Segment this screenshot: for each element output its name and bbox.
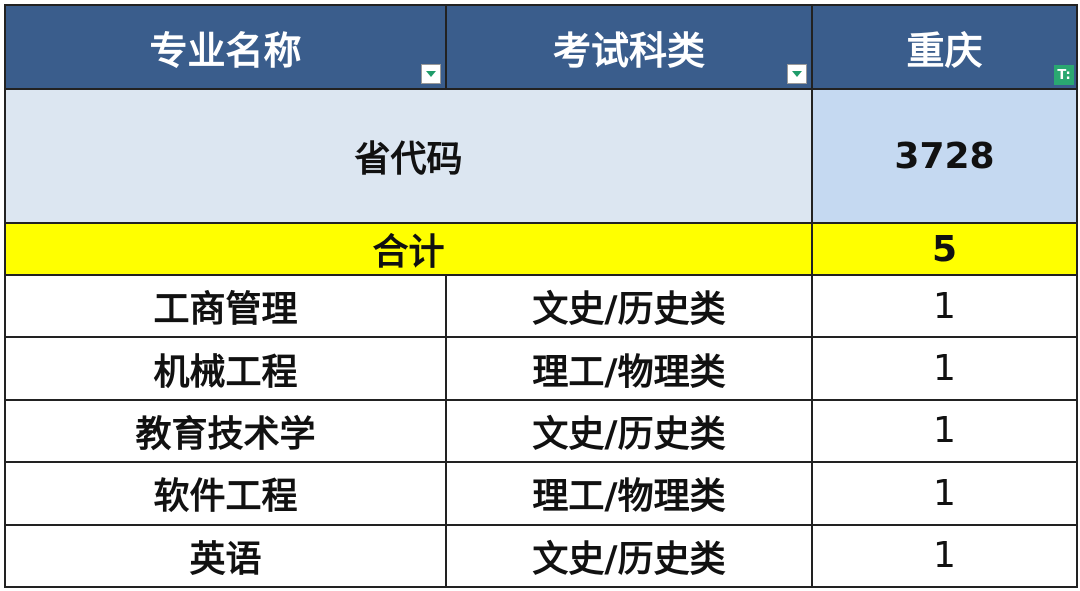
code-label: 省代码 <box>6 90 813 224</box>
header-category: 考试科类 <box>447 6 813 90</box>
table-cell-category: 文史/历史类 <box>447 400 813 464</box>
code-value: 3728 <box>813 90 1078 224</box>
table-cell-count: 1 <box>813 338 1078 401</box>
table-cell-count: 1 <box>813 400 1078 464</box>
table-cell-count: 1 <box>813 463 1078 526</box>
dropdown-arrow-icon[interactable] <box>421 64 441 84</box>
header-major-label: 专业名称 <box>149 28 302 73</box>
total-value: 5 <box>813 224 1078 276</box>
table-cell-major: 教育技术学 <box>6 400 447 464</box>
table-cell-category: 文史/历史类 <box>447 525 813 588</box>
header-chongqing-label: 重庆 <box>906 28 983 73</box>
table-cell-major: 软件工程 <box>6 463 447 526</box>
table-cell-count: 1 <box>813 276 1078 339</box>
header-chongqing: 重庆 T: <box>813 6 1078 90</box>
table-cell-category: 理工/物理类 <box>447 463 813 526</box>
header-major: 专业名称 <box>6 6 447 90</box>
table-cell-major: 英语 <box>6 525 447 588</box>
table-cell-category: 理工/物理类 <box>447 338 813 401</box>
dropdown-arrow-icon[interactable] <box>787 64 807 84</box>
table-cell-category: 文史/历史类 <box>447 276 813 339</box>
table-cell-major: 机械工程 <box>6 338 447 401</box>
table-cell-major: 工商管理 <box>6 276 447 339</box>
total-label: 合计 <box>6 224 813 276</box>
header-category-label: 考试科类 <box>552 28 705 73</box>
spreadsheet-table: 专业名称 考试科类 重庆 T: 省代码 3728 合计 5 工商管理 文史/历史类 1… <box>4 4 1078 588</box>
filter-active-icon[interactable]: T: <box>1054 65 1074 85</box>
table-cell-count: 1 <box>813 525 1078 588</box>
